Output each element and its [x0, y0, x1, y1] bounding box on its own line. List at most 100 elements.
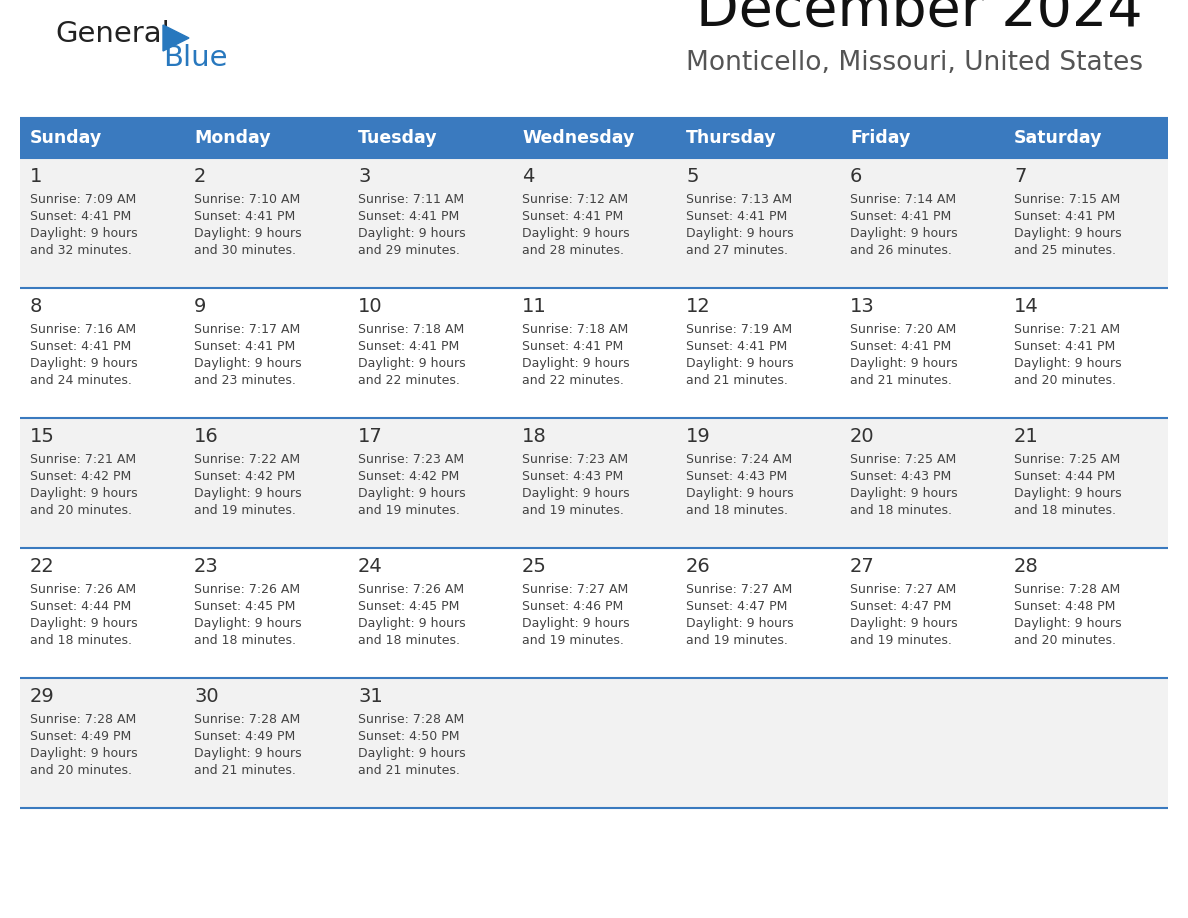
Text: 9: 9 [194, 297, 207, 316]
Text: Sunset: 4:41 PM: Sunset: 4:41 PM [685, 210, 788, 223]
Text: and 27 minutes.: and 27 minutes. [685, 244, 788, 257]
Text: Sunrise: 7:28 AM: Sunrise: 7:28 AM [358, 713, 465, 726]
Text: 29: 29 [30, 687, 55, 706]
Text: 17: 17 [358, 427, 383, 446]
Text: 4: 4 [522, 167, 535, 186]
Text: and 20 minutes.: and 20 minutes. [30, 764, 132, 777]
Text: Sunrise: 7:22 AM: Sunrise: 7:22 AM [194, 453, 301, 466]
Text: Sunrise: 7:21 AM: Sunrise: 7:21 AM [1015, 323, 1120, 336]
Text: Sunrise: 7:25 AM: Sunrise: 7:25 AM [1015, 453, 1120, 466]
Text: 1: 1 [30, 167, 43, 186]
Text: Daylight: 9 hours: Daylight: 9 hours [1015, 617, 1121, 630]
Text: Sunrise: 7:28 AM: Sunrise: 7:28 AM [194, 713, 301, 726]
Text: Sunrise: 7:21 AM: Sunrise: 7:21 AM [30, 453, 137, 466]
Text: Daylight: 9 hours: Daylight: 9 hours [194, 357, 302, 370]
Text: Sunset: 4:41 PM: Sunset: 4:41 PM [358, 340, 460, 353]
Text: 10: 10 [358, 297, 383, 316]
Text: Daylight: 9 hours: Daylight: 9 hours [522, 357, 630, 370]
Text: Sunrise: 7:28 AM: Sunrise: 7:28 AM [1015, 583, 1120, 596]
Text: General: General [55, 20, 170, 48]
Text: Sunrise: 7:09 AM: Sunrise: 7:09 AM [30, 193, 137, 206]
Text: Sunset: 4:49 PM: Sunset: 4:49 PM [30, 730, 131, 743]
Text: 21: 21 [1015, 427, 1038, 446]
Text: Sunset: 4:47 PM: Sunset: 4:47 PM [685, 600, 788, 613]
Text: Sunset: 4:50 PM: Sunset: 4:50 PM [358, 730, 460, 743]
Text: and 21 minutes.: and 21 minutes. [358, 764, 460, 777]
Text: December 2024: December 2024 [696, 0, 1143, 38]
Text: Sunrise: 7:23 AM: Sunrise: 7:23 AM [358, 453, 465, 466]
Text: and 21 minutes.: and 21 minutes. [849, 374, 952, 387]
Text: Sunrise: 7:11 AM: Sunrise: 7:11 AM [358, 193, 465, 206]
Text: and 18 minutes.: and 18 minutes. [685, 504, 788, 517]
Text: Daylight: 9 hours: Daylight: 9 hours [194, 747, 302, 760]
Text: 18: 18 [522, 427, 546, 446]
Text: and 18 minutes.: and 18 minutes. [30, 634, 132, 647]
Text: Sunset: 4:45 PM: Sunset: 4:45 PM [358, 600, 460, 613]
Text: Daylight: 9 hours: Daylight: 9 hours [685, 617, 794, 630]
Text: Sunset: 4:41 PM: Sunset: 4:41 PM [849, 340, 952, 353]
Text: 31: 31 [358, 687, 383, 706]
Text: 16: 16 [194, 427, 219, 446]
Text: Sunday: Sunday [30, 129, 102, 147]
Text: 15: 15 [30, 427, 55, 446]
Text: Daylight: 9 hours: Daylight: 9 hours [1015, 487, 1121, 500]
Text: Sunset: 4:41 PM: Sunset: 4:41 PM [30, 210, 131, 223]
Text: Sunset: 4:41 PM: Sunset: 4:41 PM [30, 340, 131, 353]
Text: and 19 minutes.: and 19 minutes. [522, 634, 624, 647]
Text: Sunrise: 7:27 AM: Sunrise: 7:27 AM [685, 583, 792, 596]
Text: Sunset: 4:41 PM: Sunset: 4:41 PM [194, 210, 296, 223]
Text: Friday: Friday [849, 129, 910, 147]
Text: and 20 minutes.: and 20 minutes. [1015, 374, 1116, 387]
Bar [20, 118, 184, 158]
Text: 8: 8 [30, 297, 43, 316]
Text: and 32 minutes.: and 32 minutes. [30, 244, 132, 257]
Text: Tuesday: Tuesday [358, 129, 437, 147]
Text: Daylight: 9 hours: Daylight: 9 hours [849, 357, 958, 370]
Text: Sunrise: 7:14 AM: Sunrise: 7:14 AM [849, 193, 956, 206]
Bar [512, 118, 676, 158]
Text: and 25 minutes.: and 25 minutes. [1015, 244, 1116, 257]
Text: Saturday: Saturday [1015, 129, 1102, 147]
Text: Thursday: Thursday [685, 129, 777, 147]
Text: Wednesday: Wednesday [522, 129, 634, 147]
Text: and 19 minutes.: and 19 minutes. [685, 634, 788, 647]
Text: Daylight: 9 hours: Daylight: 9 hours [849, 487, 958, 500]
Bar [184, 118, 348, 158]
Text: 26: 26 [685, 557, 710, 576]
Text: 25: 25 [522, 557, 546, 576]
Text: 28: 28 [1015, 557, 1038, 576]
Text: Daylight: 9 hours: Daylight: 9 hours [1015, 357, 1121, 370]
Text: and 20 minutes.: and 20 minutes. [1015, 634, 1116, 647]
Text: Monticello, Missouri, United States: Monticello, Missouri, United States [685, 50, 1143, 76]
Text: Sunrise: 7:24 AM: Sunrise: 7:24 AM [685, 453, 792, 466]
Text: 3: 3 [358, 167, 371, 186]
Text: Sunset: 4:45 PM: Sunset: 4:45 PM [194, 600, 296, 613]
Text: Daylight: 9 hours: Daylight: 9 hours [30, 227, 138, 240]
Text: and 19 minutes.: and 19 minutes. [194, 504, 296, 517]
Text: Daylight: 9 hours: Daylight: 9 hours [30, 357, 138, 370]
Bar [20, 418, 1168, 548]
Text: Sunrise: 7:13 AM: Sunrise: 7:13 AM [685, 193, 792, 206]
Text: 11: 11 [522, 297, 546, 316]
Text: and 19 minutes.: and 19 minutes. [522, 504, 624, 517]
Text: Daylight: 9 hours: Daylight: 9 hours [685, 487, 794, 500]
Bar [1004, 118, 1168, 158]
Text: Sunset: 4:47 PM: Sunset: 4:47 PM [849, 600, 952, 613]
Text: and 28 minutes.: and 28 minutes. [522, 244, 624, 257]
Bar [20, 158, 1168, 288]
Text: 19: 19 [685, 427, 710, 446]
Text: and 29 minutes.: and 29 minutes. [358, 244, 460, 257]
Text: and 22 minutes.: and 22 minutes. [522, 374, 624, 387]
Text: Daylight: 9 hours: Daylight: 9 hours [358, 357, 466, 370]
Text: Sunrise: 7:20 AM: Sunrise: 7:20 AM [849, 323, 956, 336]
Text: 24: 24 [358, 557, 383, 576]
Text: and 30 minutes.: and 30 minutes. [194, 244, 296, 257]
Text: 6: 6 [849, 167, 862, 186]
Text: Daylight: 9 hours: Daylight: 9 hours [358, 227, 466, 240]
Text: Sunrise: 7:23 AM: Sunrise: 7:23 AM [522, 453, 628, 466]
Text: Daylight: 9 hours: Daylight: 9 hours [358, 747, 466, 760]
Text: Daylight: 9 hours: Daylight: 9 hours [849, 617, 958, 630]
Text: Sunrise: 7:19 AM: Sunrise: 7:19 AM [685, 323, 792, 336]
Text: 23: 23 [194, 557, 219, 576]
Polygon shape [163, 25, 189, 51]
